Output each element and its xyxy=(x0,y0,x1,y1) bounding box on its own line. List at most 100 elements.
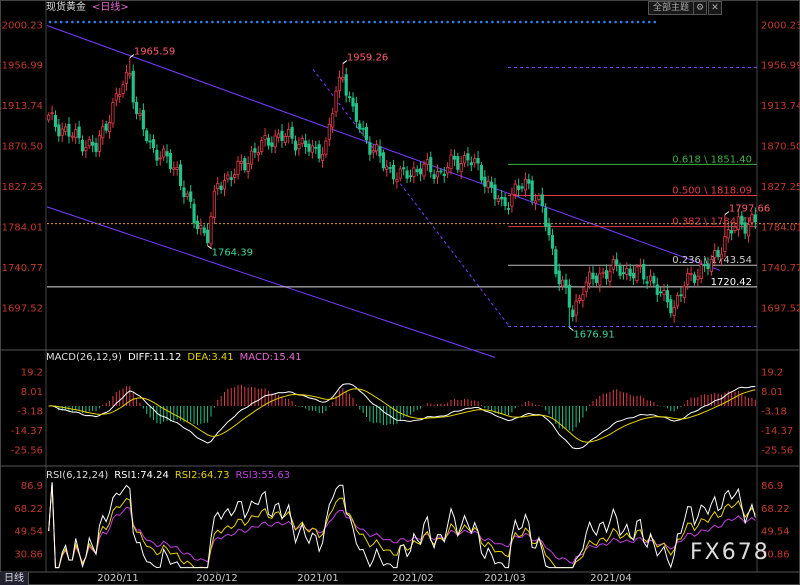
candle-body xyxy=(182,187,186,197)
candle-body xyxy=(320,154,325,161)
indicator-dot xyxy=(311,20,315,24)
candle-body xyxy=(736,216,740,230)
indicator-dot xyxy=(110,20,113,24)
candle-body xyxy=(209,216,213,245)
candle-body xyxy=(239,161,243,164)
period-label[interactable]: <日线> xyxy=(92,2,129,13)
indicator-dot xyxy=(155,20,158,24)
indicator-dot xyxy=(104,20,108,24)
theme-button[interactable]: 全部主题 xyxy=(648,1,695,15)
candle-body xyxy=(632,272,636,279)
candle-body xyxy=(233,174,237,178)
candle-body xyxy=(229,177,233,180)
macd-right-tick: -14.37 xyxy=(761,426,793,437)
candle-body xyxy=(64,126,68,132)
indicator-dot xyxy=(569,20,573,24)
close-icon[interactable]: ✕ xyxy=(708,1,722,15)
indicator-dot xyxy=(463,20,466,24)
candle-body xyxy=(270,142,274,147)
candle-body xyxy=(53,115,58,127)
candle-body xyxy=(162,148,166,158)
candle-body xyxy=(439,170,443,173)
rsi-left-tick: 68.22 xyxy=(14,504,43,515)
indicator-dot xyxy=(306,20,309,24)
x-tick-label: 2020/11 xyxy=(97,573,139,584)
price-right-tick: 1870.50 xyxy=(761,142,800,153)
macd-right-tick: -25.56 xyxy=(761,446,793,457)
indicator-dot xyxy=(597,20,601,24)
candle-body xyxy=(178,164,183,186)
candle-body xyxy=(591,272,595,280)
candle-body xyxy=(723,236,727,252)
candle-body xyxy=(726,229,730,239)
indicator-dot xyxy=(99,20,102,24)
indicator-dot xyxy=(558,20,561,24)
indicator-dot xyxy=(356,20,360,24)
candle-body xyxy=(219,185,223,190)
indicator-dot xyxy=(183,20,186,24)
candle-body xyxy=(544,207,548,227)
indicator-dot xyxy=(541,20,545,24)
candle-body xyxy=(642,263,646,280)
candle-body xyxy=(385,166,389,171)
candle-body xyxy=(513,183,517,195)
rsi-right-tick: 49.54 xyxy=(761,527,790,538)
macd-name: MACD(26,12,9) xyxy=(46,352,122,363)
candle-body xyxy=(375,144,379,152)
indicator-dot xyxy=(384,20,388,24)
channel-upper-line xyxy=(46,25,721,271)
indicator-dot xyxy=(429,20,433,24)
gear-icon[interactable]: ⚙ xyxy=(693,1,707,15)
indicator-dot xyxy=(93,20,97,24)
candle-body xyxy=(243,158,247,171)
candle-body xyxy=(675,295,680,307)
candle-body xyxy=(628,268,632,277)
candle-body xyxy=(452,155,456,160)
candle-body xyxy=(236,160,240,175)
indicator-dot xyxy=(619,20,623,24)
candle-body xyxy=(398,168,402,179)
macd-diff: DIFF:11.12 xyxy=(127,352,182,363)
indicator-dot xyxy=(71,20,74,24)
price-left-tick: 1740.77 xyxy=(2,263,43,274)
candle-body xyxy=(574,300,578,316)
candle-body xyxy=(378,146,382,156)
candle-body xyxy=(530,180,534,201)
candle-body xyxy=(442,173,446,177)
candle-body xyxy=(293,140,298,151)
candle-body xyxy=(486,180,490,189)
indicator-dot xyxy=(227,20,231,24)
candle-body xyxy=(696,275,700,281)
candle-body xyxy=(483,176,487,187)
candle-body xyxy=(753,214,757,223)
indicator-dot xyxy=(194,20,197,24)
indicator-dot xyxy=(65,20,69,24)
candle-body xyxy=(703,263,707,267)
indicator-dot xyxy=(435,20,438,24)
candle-body xyxy=(533,200,538,204)
price-right-tick: 2000.23 xyxy=(761,20,800,31)
candle-body xyxy=(571,309,575,318)
candle-body xyxy=(168,153,172,169)
candle-body xyxy=(648,275,653,282)
candle-body xyxy=(594,275,598,283)
candle-body xyxy=(348,96,352,99)
candle-body xyxy=(554,249,558,275)
indicator-dot xyxy=(367,20,371,24)
candle-body xyxy=(517,185,521,190)
indicator-dot xyxy=(54,20,57,24)
rsi-left-tick: 86.9 xyxy=(21,481,43,492)
candle-body xyxy=(561,279,565,287)
candle-body xyxy=(192,203,196,224)
candle-body xyxy=(665,290,669,303)
candle-body xyxy=(581,294,585,301)
indicator-dot xyxy=(328,20,332,24)
candle-body xyxy=(577,297,582,301)
candle-body xyxy=(277,133,281,139)
candle-body xyxy=(135,102,139,114)
indicator-dot xyxy=(233,20,237,24)
price-right-tick: 1697.52 xyxy=(761,303,800,314)
candle-body xyxy=(368,142,372,155)
watermark: FX678 xyxy=(690,540,770,565)
period-tab[interactable]: 日线 xyxy=(0,572,29,585)
